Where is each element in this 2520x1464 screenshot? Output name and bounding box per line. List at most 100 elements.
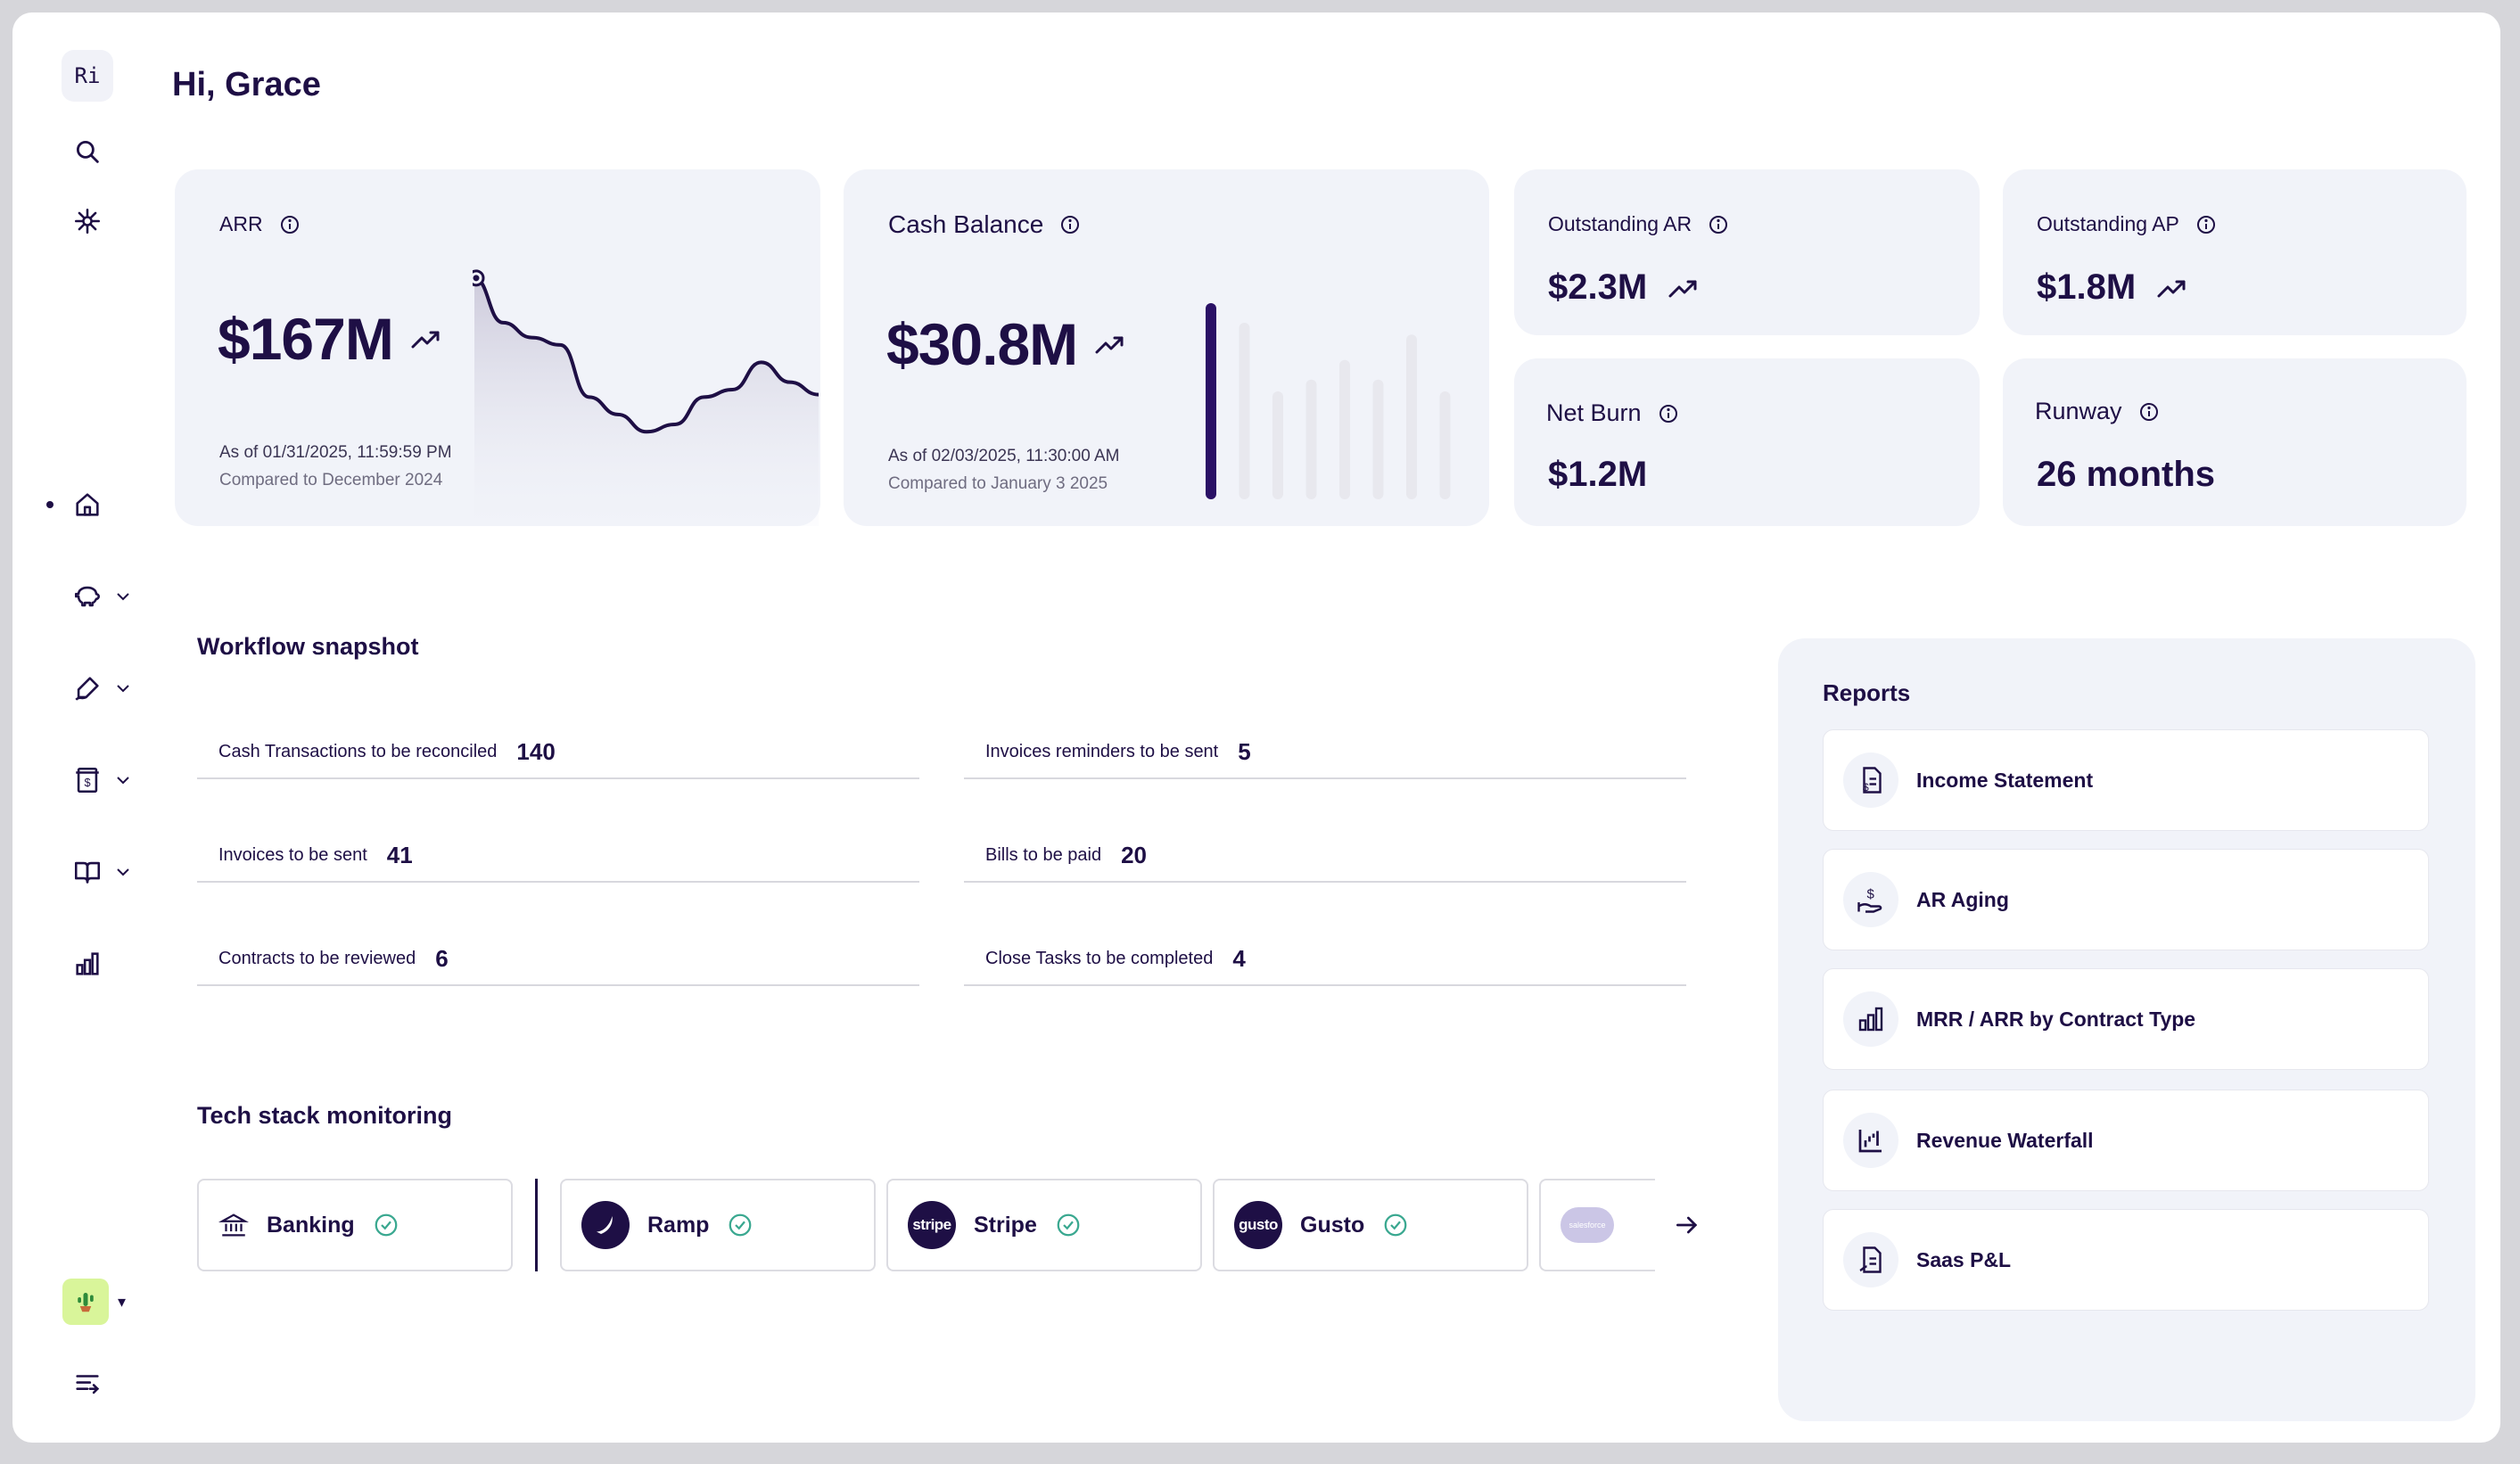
signature-icon[interactable] [62,663,112,713]
cash-as-of: As of 02/03/2025, 11:30:00 AM [888,447,1120,465]
chevron-down-icon[interactable] [112,586,134,607]
workflow-row[interactable]: Bills to be paid 20 [964,829,1686,883]
cash-bar[interactable] [1372,379,1384,499]
cash-bar[interactable] [1239,323,1250,499]
net-burn-value-row: $1.2M [1548,455,1647,495]
collapse-menu-icon[interactable] [62,1359,112,1409]
info-icon[interactable] [1708,214,1729,235]
cash-value-row: $30.8M [886,310,1129,378]
outstanding-ap-title: Outstanding AP [2037,212,2179,235]
outstanding-ar-title-row: Outstanding AR [1548,212,1729,236]
tech-name: Ramp [647,1212,710,1238]
workflow-row[interactable]: Cash Transactions to be reconciled 140 [197,726,919,779]
workflow-label: Bills to be paid [985,844,1102,865]
outstanding-ar-title: Outstanding AR [1548,212,1692,235]
report-saas-pl[interactable]: Saas P&L [1823,1209,2429,1311]
tech-card-banking[interactable]: Banking [197,1179,513,1271]
sparkle-icon[interactable] [62,196,112,246]
runway-title-row: Runway [2035,398,2160,425]
outstanding-ar-value-row: $2.3M [1548,267,1702,308]
info-icon[interactable] [1658,403,1679,424]
user-avatar[interactable] [62,1279,109,1325]
outstanding-ar-card[interactable]: Outstanding AR $2.3M [1514,169,1980,335]
home-icon[interactable] [62,480,112,530]
workflow-label: Close Tasks to be completed [985,948,1214,968]
net-burn-card[interactable]: Net Burn $1.2M [1514,358,1980,526]
bar-chart-icon[interactable] [62,939,112,989]
piggy-bank-icon[interactable] [62,572,112,621]
svg-text:$: $ [84,776,90,789]
cash-title: Cash Balance [888,210,1044,238]
workflow-row[interactable]: Invoices reminders to be sent 5 [964,726,1686,779]
app-logo[interactable]: Ri [62,50,113,102]
cash-bar[interactable] [1206,303,1216,499]
report-revenue-waterfall[interactable]: Revenue Waterfall [1823,1090,2429,1191]
cash-value: $30.8M [886,311,1078,377]
book-icon[interactable] [62,847,112,897]
cash-bar[interactable] [1272,391,1283,499]
cash-compared: Compared to January 3 2025 [888,474,1108,493]
tech-name: Gusto [1300,1212,1365,1238]
net-burn-value: $1.2M [1548,455,1648,494]
caret-down-icon[interactable]: ▾ [118,1293,127,1311]
search-icon[interactable] [62,127,112,177]
workflow-count: 140 [516,737,556,765]
info-icon[interactable] [279,214,301,235]
chevron-down-icon[interactable] [112,861,134,883]
arr-area-chart [473,269,819,526]
check-circle-icon [729,1213,752,1237]
tech-card-stripe[interactable]: stripe Stripe [886,1179,1202,1271]
cash-bar[interactable] [1305,379,1317,499]
cash-notes: As of 02/03/2025, 11:30:00 AM Compared t… [888,442,1120,498]
stripe-logo-icon: stripe [908,1201,956,1249]
arr-title-row: ARR [219,212,301,236]
arr-data-point-center [473,275,480,282]
workflow-label: Invoices reminders to be sent [985,741,1219,761]
info-icon[interactable] [1059,214,1081,235]
arr-series-line [474,276,819,434]
tech-card-salesforce[interactable]: salesforce [1539,1179,1655,1271]
outstanding-ap-card[interactable]: Outstanding AP $1.8M [2003,169,2466,335]
arrow-right-icon[interactable] [1673,1211,1701,1239]
tech-name: Stripe [974,1212,1037,1238]
receipt-icon[interactable]: $ [62,755,112,805]
saas-pl-icon [1843,1232,1898,1287]
workflow-row[interactable]: Invoices to be sent 41 [197,829,919,883]
tech-card-gusto[interactable]: gusto Gusto [1213,1179,1528,1271]
report-label: Saas P&L [1916,1247,2012,1271]
workflow-row[interactable]: Close Tasks to be completed 4 [964,933,1686,986]
runway-value: 26 months [2037,455,2216,494]
info-icon[interactable] [2138,401,2160,423]
chevron-down-icon[interactable] [112,769,134,791]
runway-card[interactable]: Runway 26 months [2003,358,2466,526]
arr-compared: Compared to December 2024 [219,471,443,489]
arr-area-fill [474,277,819,526]
tech-stack-title: Tech stack monitoring [197,1102,453,1129]
report-label: Revenue Waterfall [1916,1128,2094,1152]
workflow-row[interactable]: Contracts to be reviewed 6 [197,933,919,986]
workflow-label: Invoices to be sent [218,844,367,865]
cash-balance-card[interactable]: Cash Balance $30.8M As of 02/03/2025, 11… [844,169,1489,526]
chevron-down-icon[interactable] [112,678,134,699]
arr-value: $167M [218,306,394,372]
trend-up-icon [2157,280,2186,297]
outstanding-ap-title-row: Outstanding AP [2037,212,2217,236]
workflow-count: 5 [1238,737,1251,765]
cash-title-row: Cash Balance [888,210,1081,239]
check-circle-icon [1057,1213,1080,1237]
gusto-logo-icon: gusto [1234,1201,1282,1249]
report-mrr-arr[interactable]: MRR / ARR by Contract Type [1823,968,2429,1070]
report-income-statement[interactable]: $ Income Statement [1823,729,2429,831]
tech-card-ramp[interactable]: Ramp [560,1179,876,1271]
report-label: Income Statement [1916,768,2094,792]
cash-bar[interactable] [1439,391,1451,499]
waterfall-chart-icon [1843,1113,1898,1168]
info-icon[interactable] [2195,214,2217,235]
arr-card[interactable]: ARR $167M As of 01/31/2025, 11:59:59 PM … [175,169,820,526]
cash-bar[interactable] [1339,359,1350,499]
arr-title: ARR [219,212,263,235]
cash-bar[interactable] [1406,334,1417,499]
report-ar-aging[interactable]: $ AR Aging [1823,849,2429,950]
svg-text:$: $ [1867,887,1875,902]
ramp-logo-icon [581,1201,630,1249]
